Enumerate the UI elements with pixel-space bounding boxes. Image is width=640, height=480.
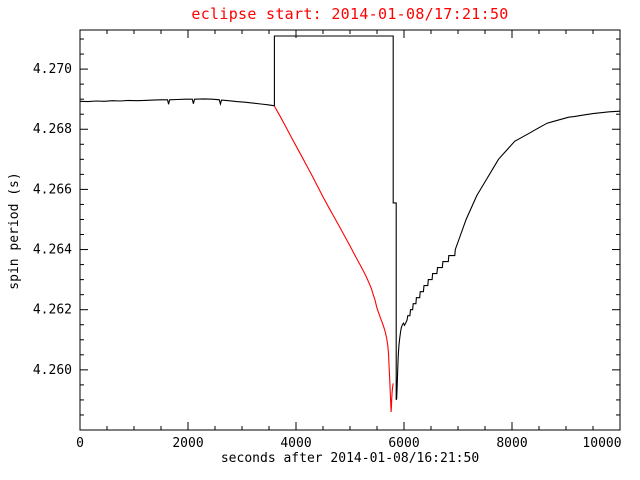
y-tick-label: 4.262: [33, 303, 72, 318]
y-tick-label: 4.264: [33, 243, 72, 258]
plot-frame: [79, 29, 621, 431]
series-eclipse-red: [273, 105, 394, 413]
y-tick-label: 4.260: [33, 363, 72, 378]
x-tick-label: 2000: [172, 436, 203, 451]
x-tick-label: 10000: [582, 436, 621, 451]
y-tick-label: 4.266: [33, 182, 72, 197]
plot-title: eclipse start: 2014-01-08/17:21:50: [191, 5, 509, 23]
x-axis-label: seconds after 2014-01-08/16:21:50: [220, 451, 480, 466]
x-tick-label: 0: [76, 436, 84, 451]
y-tick-label: 4.270: [33, 62, 72, 77]
y-axis-label: spin period (s): [7, 172, 22, 290]
y-tick-label: 4.268: [33, 122, 72, 137]
x-tick-label: 4000: [280, 436, 311, 451]
x-tick-label: 6000: [388, 436, 419, 451]
series-spin-period-black: [79, 35, 621, 401]
x-tick-label: 8000: [496, 436, 527, 451]
